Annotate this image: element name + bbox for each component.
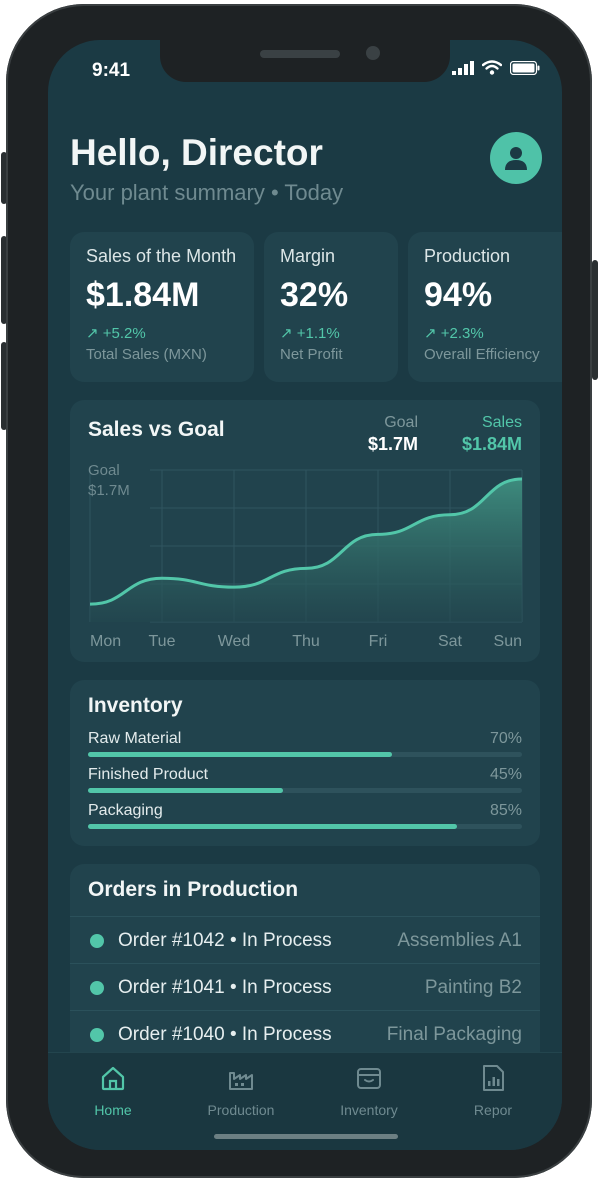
tab-label: Inventory: [340, 1102, 398, 1118]
tab-inventory[interactable]: Inventory: [314, 1063, 424, 1118]
inventory-row: Packaging 85%: [88, 802, 522, 838]
x-tick-label: Fri: [369, 633, 388, 650]
legend-goal-name: Goal: [384, 414, 418, 431]
order-area: Assemblies A1: [397, 930, 522, 951]
x-tick-label: Thu: [292, 633, 320, 650]
notch: [160, 40, 450, 82]
x-tick-label: Mon: [90, 633, 121, 650]
battery-icon: [510, 61, 540, 75]
page-subtitle: Your plant summary • Today: [70, 180, 344, 205]
kpi-caption: Net Profit: [280, 346, 343, 363]
sales-area: [90, 478, 522, 622]
order-area: Painting B2: [424, 977, 522, 998]
x-tick-label: Tue: [149, 633, 176, 650]
report-icon: [483, 1065, 504, 1091]
kpi-card-production[interactable]: Production 94% ↗ +2.3% Overall Efficienc…: [408, 232, 562, 382]
goal-line-label: Goal: [88, 462, 120, 479]
inventory-title: Inventory: [88, 694, 183, 717]
volume-down-button: [1, 342, 7, 430]
inventory-fill: [88, 752, 392, 757]
chart-title: Sales vs Goal: [88, 418, 225, 441]
x-tick-label: Sun: [494, 633, 522, 650]
legend-goal-value: $1.7M: [367, 434, 418, 454]
kpi-label: Sales of the Month: [86, 246, 237, 266]
page-title: Hello, Director: [70, 132, 323, 173]
tab-reports[interactable]: Repor: [438, 1063, 548, 1118]
tab-label: Repor: [473, 1102, 513, 1118]
goal-line-value: $1.7M: [88, 482, 130, 499]
order-row[interactable]: Order #1041 • In Process Painting B2: [70, 963, 540, 1009]
profile-avatar-button[interactable]: [490, 132, 542, 184]
sales-chart-card: Sales vs Goal Goal $1.7M Sales $1.84M Go…: [70, 400, 540, 662]
tab-bar: Home Production Inventory: [48, 1052, 562, 1150]
legend-sales-name: Sales: [481, 414, 522, 431]
x-tick-label: Wed: [218, 633, 251, 650]
signal-icon: [452, 61, 474, 75]
order-row[interactable]: Order #1042 • In Process Assemblies A1: [70, 916, 540, 962]
box-icon: [357, 1068, 381, 1089]
status-time: 9:41: [92, 60, 131, 81]
inventory-name: Finished Product: [88, 766, 209, 783]
inventory-track: [88, 752, 522, 757]
kpi-caption: Overall Efficiency: [424, 346, 540, 363]
inventory-name: Raw Material: [88, 730, 182, 747]
legend-sales: Sales $1.84M: [462, 414, 522, 455]
x-tick-label: Sat: [438, 633, 463, 650]
kpi-label: Margin: [280, 246, 336, 266]
status-dot: [90, 981, 104, 995]
phone-frame: 9:41 Hello, Director Your plant summa: [6, 4, 592, 1178]
user-icon: [505, 147, 527, 170]
inventory-card: Inventory Raw Material 70% Finished Prod…: [70, 680, 540, 846]
inventory-percent: 45%: [489, 766, 522, 783]
order-text: Order #1040 • In Process: [118, 1024, 332, 1045]
camera: [366, 46, 380, 60]
kpi-card-sales[interactable]: Sales of the Month $1.84M ↗ +5.2% Total …: [70, 232, 254, 382]
status-dot: [90, 1028, 104, 1042]
inventory-track: [88, 824, 522, 829]
inventory-track: [88, 788, 522, 793]
status-dot: [90, 934, 104, 948]
mute-switch: [1, 152, 7, 204]
wifi-icon: [482, 60, 502, 75]
kpi-value: 94%: [424, 276, 493, 314]
tab-label: Production: [207, 1102, 275, 1118]
power-button: [592, 260, 598, 380]
tab-production[interactable]: Production: [186, 1063, 296, 1118]
status-icons: [452, 60, 540, 75]
sales-line: [89, 477, 523, 606]
orders-title: Orders in Production: [88, 878, 299, 901]
home-indicator: [214, 1134, 398, 1139]
factory-icon: [229, 1072, 253, 1090]
order-row[interactable]: Order #1040 • In Process Final Packaging: [70, 1010, 540, 1056]
kpi-label: Production: [424, 246, 511, 266]
kpi-change: ↗ +5.2%: [86, 325, 146, 342]
kpi-value: 32%: [280, 276, 349, 314]
speaker: [260, 50, 340, 58]
order-area: Final Packaging: [386, 1024, 522, 1045]
inventory-name: Packaging: [88, 802, 163, 819]
inventory-row: Raw Material 70%: [88, 730, 522, 766]
inventory-percent: 70%: [489, 730, 522, 747]
inventory-percent: 85%: [489, 802, 522, 819]
inventory-fill: [88, 824, 457, 829]
kpi-value: $1.84M: [86, 276, 200, 314]
volume-up-button: [1, 236, 7, 324]
kpi-change: ↗ +2.3%: [424, 325, 484, 342]
kpi-caption: Total Sales (MXN): [86, 346, 207, 363]
order-text: Order #1042 • In Process: [118, 930, 332, 951]
kpi-change: ↗ +1.1%: [280, 325, 340, 342]
legend-goal: Goal $1.7M: [368, 414, 418, 455]
inventory-row: Finished Product 45%: [88, 766, 522, 802]
kpi-card-margin[interactable]: Margin 32% ↗ +1.1% Net Profit: [264, 232, 398, 382]
home-icon: [101, 1066, 125, 1091]
order-text: Order #1041 • In Process: [118, 977, 332, 998]
screen: 9:41 Hello, Director Your plant summa: [48, 40, 562, 1150]
legend-sales-value: $1.84M: [461, 434, 522, 454]
tab-home[interactable]: Home: [58, 1063, 168, 1118]
tab-label: Home: [94, 1102, 132, 1118]
inventory-fill: [88, 788, 284, 793]
sales-chart: Goal $1.7M Mon Tue Wed Thu Fri Sat Sun: [88, 462, 523, 650]
